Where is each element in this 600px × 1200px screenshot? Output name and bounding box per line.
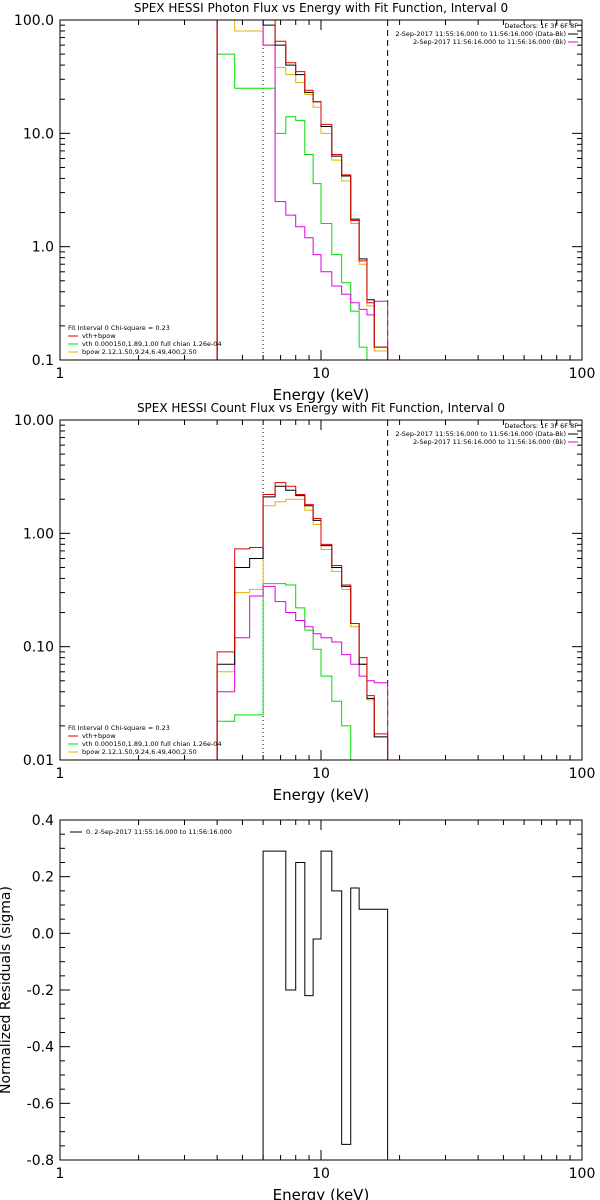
series-vth-histogram: [216, 583, 360, 760]
legend-detectors: Detectors: 1F 3F 6F 8F: [504, 22, 578, 30]
series-bpow-histogram: [216, 498, 389, 760]
y-tick-label: 10.00: [14, 413, 54, 429]
series-total-histogram: [216, 482, 389, 760]
series-bpow-histogram: [216, 20, 389, 360]
legend-bk-interval: 2-Sep-2017 11:56:16.000 to 11:56:16.000 …: [413, 438, 566, 446]
series-vth-histogram: [216, 53, 368, 360]
plot-frame: [59, 819, 583, 1161]
x-tick-label: 100: [569, 366, 596, 382]
series-background-histogram: [216, 585, 389, 760]
series-group: [262, 850, 389, 1160]
y-tick-label: 0.10: [23, 640, 54, 656]
series-total-histogram: [216, 20, 389, 360]
y-tick-label: 0.1: [32, 353, 54, 369]
legend-residual-interval: 0. 2-Sep-2017 11:55:16.000 to 11:56:16.0…: [86, 828, 232, 836]
plot-frame: [59, 419, 583, 761]
y-tick-label: -0.6: [27, 1096, 54, 1112]
x-axis-label: Energy (keV): [273, 786, 370, 804]
series-group: [216, 482, 389, 760]
legend-data-interval: 2-Sep-2017 11:55:16.000 to 11:56:16.000 …: [395, 30, 566, 38]
count-flux-panel: SPEX HESSI Count Flux vs Energy with Fit…: [14, 401, 596, 804]
y-tick-label: -0.8: [27, 1153, 54, 1169]
series-group: [216, 20, 389, 360]
legend-fit-interval: Fit Interval 0 Chi-square = 0.23: [68, 724, 170, 732]
legend-vth: vth 0.000150,1.89,1.00 full chian 1.26e-…: [82, 740, 222, 748]
x-tick-label: 100: [569, 766, 596, 782]
chart-title: SPEX HESSI Count Flux vs Energy with Fit…: [137, 401, 505, 415]
x-axis-label: Energy (keV): [273, 1186, 370, 1200]
y-tick-label: 100.0: [14, 13, 54, 29]
series-data-histogram: [262, 850, 389, 1160]
legend-total: vth+bpow: [82, 732, 116, 740]
x-tick-label: 1: [56, 1166, 65, 1182]
legend-fit-interval: Fit Interval 0 Chi-square = 0.23: [68, 324, 170, 332]
y-tick-label: 0.4: [32, 813, 54, 829]
y-tick-label: -0.2: [27, 983, 54, 999]
x-tick-label: 1: [56, 366, 65, 382]
residuals-panel: 1 10 100 Energy (keV) -0.8 -0.6 -0.4 -0.2 0.0 0.2…: [0, 813, 595, 1200]
y-tick-label: 0.01: [23, 753, 54, 769]
x-axis-label: Energy (keV): [273, 386, 370, 404]
series-data-histogram: [216, 20, 389, 360]
legend-detectors: Detectors: 1F 3F 6F 8F: [504, 422, 578, 430]
legend-total: vth+bpow: [82, 332, 116, 340]
y-tick-label: 10.0: [23, 126, 54, 142]
x-tick-label: 10: [312, 1166, 330, 1182]
y-tick-label: 1.0: [32, 240, 54, 256]
x-tick-label: 10: [312, 766, 330, 782]
legend-bk-interval: 2-Sep-2017 11:56:16.000 to 11:56:16.000 …: [413, 38, 566, 46]
y-tick-label: 0.0: [32, 926, 54, 942]
chart-title: SPEX HESSI Photon Flux vs Energy with Fi…: [134, 1, 508, 15]
photon-flux-panel: SPEX HESSI Photon Flux vs Energy with Fi…: [14, 1, 596, 404]
legend-bpow: bpow 2.12,1.50,9.24,6.49,400,2.50: [82, 748, 197, 756]
y-tick-label: 1.00: [23, 526, 54, 542]
x-tick-label: 10: [312, 366, 330, 382]
series-data-histogram: [216, 485, 389, 760]
series-background-histogram: [216, 20, 389, 360]
legend-bpow: bpow 2.12,1.50,9.24,6.49,400,2.50: [82, 348, 197, 356]
y-axis-label: Normalized Residuals (sigma): [0, 886, 14, 1094]
legend-data-interval: 2-Sep-2017 11:55:16.000 to 11:56:16.000 …: [395, 430, 566, 438]
x-tick-label: 1: [56, 766, 65, 782]
x-tick-label: 100: [569, 1166, 596, 1182]
plot-frame: [59, 19, 583, 361]
y-tick-label: -0.4: [27, 1040, 54, 1056]
legend-vth: vth 0.000150,1.89,1.00 full chian 1.26e-…: [82, 340, 222, 348]
y-tick-label: 0.2: [32, 870, 54, 886]
